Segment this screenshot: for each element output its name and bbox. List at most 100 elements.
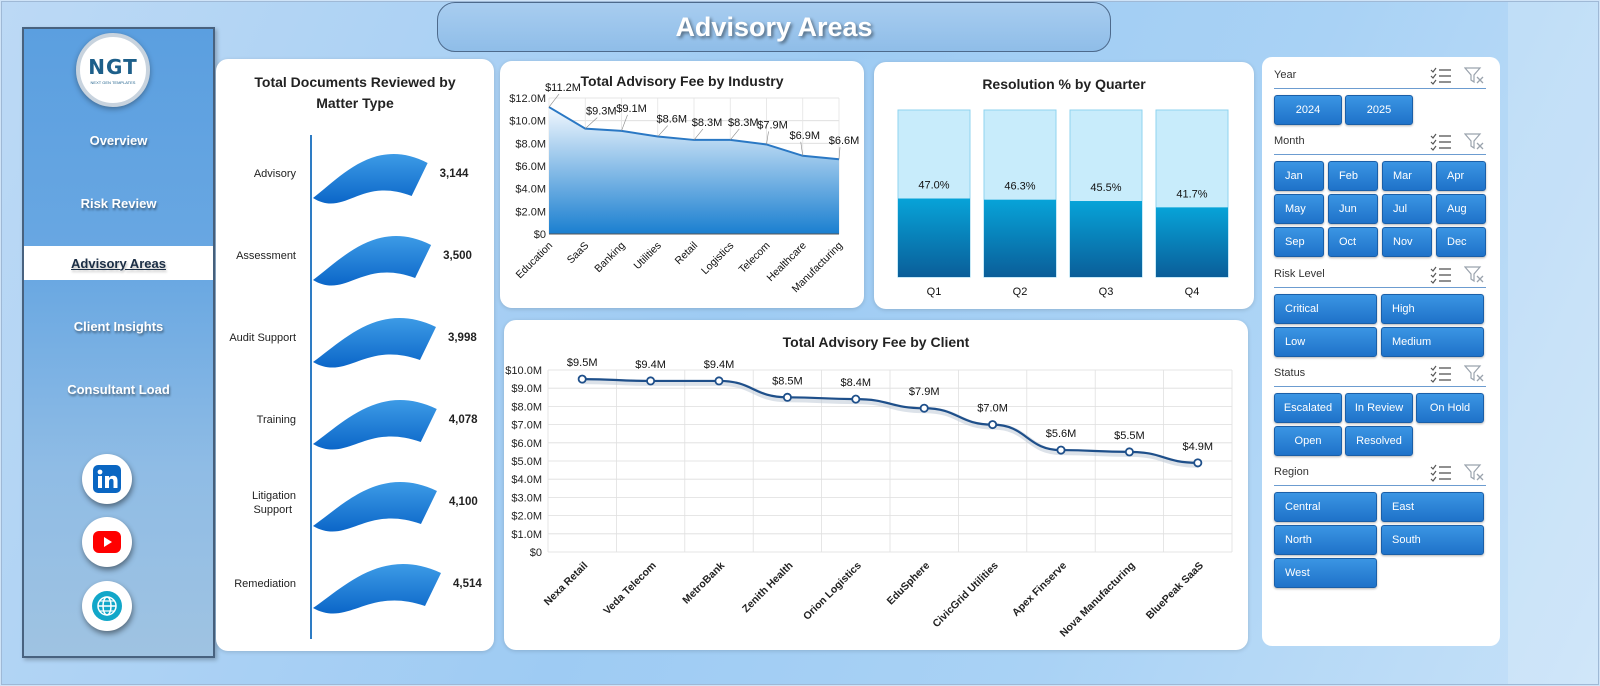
slicer-status-title: Status bbox=[1274, 367, 1306, 379]
quarter-value-label: 41.7% bbox=[1176, 188, 1207, 200]
slicer-month-option[interactable]: Oct bbox=[1328, 227, 1378, 257]
slicer-risk-option[interactable]: High bbox=[1381, 294, 1484, 324]
slicer-risk-option[interactable]: Medium bbox=[1381, 327, 1484, 357]
quarter-card: Resolution % by Quarter 47.0% Q1 46.3% Q2 45… bbox=[874, 62, 1254, 309]
documents-bar bbox=[313, 399, 437, 450]
slicer-month-option[interactable]: Sep bbox=[1274, 227, 1324, 257]
client-ytick-label: $0 bbox=[530, 547, 542, 559]
industry-category-label: Retail bbox=[673, 240, 700, 267]
industry-leader-line bbox=[621, 114, 628, 131]
documents-value-label: 4,078 bbox=[449, 414, 478, 426]
slicer-status-option[interactable]: Open bbox=[1274, 426, 1342, 456]
slicer-month-option[interactable]: Aug bbox=[1436, 194, 1486, 224]
page-title: Advisory Areas bbox=[675, 11, 873, 42]
industry-value-label: $8.6M bbox=[656, 114, 687, 126]
industry-card: Total Advisory Fee by Industry $0 $2.0M $4… bbox=[500, 61, 864, 308]
slicer-region-option[interactable]: South bbox=[1381, 525, 1484, 555]
documents-title-line1: Total Documents Reviewed by bbox=[254, 74, 456, 90]
quarter-bar-fill bbox=[898, 198, 970, 277]
client-category-label: Nexa Retail bbox=[542, 560, 591, 609]
youtube-button[interactable] bbox=[82, 517, 132, 567]
nav-client-insights[interactable]: Client Insights bbox=[24, 309, 213, 343]
client-value-label: $4.9M bbox=[1183, 441, 1214, 453]
documents-category-label: Support bbox=[253, 504, 292, 516]
quarter-bar-fill bbox=[1070, 201, 1142, 277]
multi-select-icon[interactable] bbox=[1430, 365, 1452, 383]
industry-leader-line bbox=[730, 128, 740, 141]
client-point bbox=[646, 376, 656, 386]
documents-category-label: Remediation bbox=[234, 578, 296, 590]
documents-bar bbox=[313, 317, 436, 368]
website-button[interactable] bbox=[82, 581, 132, 631]
industry-leader-line bbox=[800, 141, 804, 156]
slicer-month-option[interactable]: Mar bbox=[1382, 161, 1432, 191]
slicer-month-option[interactable]: Jan bbox=[1274, 161, 1324, 191]
multi-select-icon[interactable] bbox=[1430, 464, 1452, 482]
nav-overview[interactable]: Overview bbox=[24, 123, 213, 157]
slicer-year-option[interactable]: 2025 bbox=[1345, 95, 1413, 125]
slicer-month-option[interactable]: May bbox=[1274, 194, 1324, 224]
industry-chart: $0 $2.0M $4.0M $6.0M $8.0M $10.0M $12.0M$11.2M… bbox=[509, 82, 859, 295]
industry-leader-line bbox=[657, 125, 668, 137]
slicer-region-option[interactable]: East bbox=[1381, 492, 1484, 522]
client-ytick-label: $8.0M bbox=[511, 401, 542, 413]
slicer-status-option[interactable]: On Hold bbox=[1416, 393, 1484, 423]
client-value-label: $9.4M bbox=[635, 359, 666, 371]
slicer-region-option[interactable]: West bbox=[1274, 558, 1377, 588]
slicer-panel: Year 2024 2025 Month Jan Feb Mar Apr May Jun Jul Au… bbox=[1262, 57, 1500, 646]
multi-select-icon[interactable] bbox=[1430, 133, 1452, 151]
client-value-label: $7.0M bbox=[977, 403, 1008, 415]
client-ytick-label: $4.0M bbox=[511, 474, 542, 486]
clear-filter-icon[interactable] bbox=[1464, 464, 1486, 482]
client-category-label: Zenith Health bbox=[740, 560, 796, 616]
slicer-month-option[interactable]: Apr bbox=[1436, 161, 1486, 191]
multi-select-icon[interactable] bbox=[1430, 266, 1452, 284]
clear-filter-icon[interactable] bbox=[1464, 67, 1486, 85]
slicer-status-option[interactable]: In Review bbox=[1345, 393, 1413, 423]
slicer-region-option[interactable]: Central bbox=[1274, 492, 1377, 522]
quarter-value-label: 47.0% bbox=[918, 180, 949, 192]
industry-value-label: $7.9M bbox=[757, 119, 788, 131]
client-point bbox=[1056, 445, 1066, 455]
slicer-risk-option[interactable]: Low bbox=[1274, 327, 1377, 357]
documents-bar bbox=[313, 153, 428, 204]
slicer-divider bbox=[1274, 88, 1486, 89]
multi-select-icon[interactable] bbox=[1430, 67, 1452, 85]
slicer-month-option[interactable]: Jun bbox=[1328, 194, 1378, 224]
documents-category-label: Training bbox=[257, 414, 296, 426]
slicer-risk-title: Risk Level bbox=[1274, 268, 1325, 280]
slicer-status-option[interactable]: Resolved bbox=[1345, 426, 1413, 456]
logo-subtitle: NEXT GEN TEMPLATES bbox=[90, 80, 136, 85]
nav-advisory-areas[interactable]: Advisory Areas bbox=[24, 246, 213, 280]
slicer-status-option[interactable]: Escalated bbox=[1274, 393, 1342, 423]
industry-value-label: $9.1M bbox=[616, 103, 647, 115]
industry-ytick-label: $0 bbox=[534, 229, 546, 241]
nav-consultant-load[interactable]: Consultant Load bbox=[24, 372, 213, 406]
industry-ytick-label: $4.0M bbox=[515, 184, 546, 196]
nav-risk-review[interactable]: Risk Review bbox=[24, 186, 213, 220]
clear-filter-icon[interactable] bbox=[1464, 133, 1486, 151]
client-category-label: EduSphere bbox=[885, 560, 933, 608]
clear-filter-icon[interactable] bbox=[1464, 365, 1486, 383]
logo-mark: NGT bbox=[88, 55, 138, 79]
client-category-label: BluePeak SaaS bbox=[1144, 560, 1206, 622]
documents-value-label: 4,514 bbox=[453, 578, 482, 590]
industry-leader-line bbox=[766, 131, 769, 145]
quarter-category-label: Q4 bbox=[1185, 286, 1200, 298]
documents-category-label: Audit Support bbox=[229, 332, 296, 344]
slicer-year-option[interactable]: 2024 bbox=[1274, 95, 1342, 125]
clear-filter-icon[interactable] bbox=[1464, 266, 1486, 284]
slicer-month-option[interactable]: Dec bbox=[1436, 227, 1486, 257]
slicer-month-option[interactable]: Feb bbox=[1328, 161, 1378, 191]
client-chart-title: Total Advisory Fee by Client bbox=[782, 334, 970, 350]
slicer-region-option[interactable]: North bbox=[1274, 525, 1377, 555]
client-point bbox=[988, 420, 998, 430]
linkedin-button[interactable] bbox=[82, 454, 132, 504]
slicer-risk-option[interactable]: Critical bbox=[1274, 294, 1377, 324]
slicer-month-option[interactable]: Nov bbox=[1382, 227, 1432, 257]
slicer-month-title: Month bbox=[1274, 135, 1305, 147]
industry-value-label: $11.2M bbox=[545, 82, 581, 94]
quarter-chart-title: Resolution % by Quarter bbox=[982, 76, 1146, 92]
quarter-category-label: Q1 bbox=[927, 286, 942, 298]
slicer-month-option[interactable]: Jul bbox=[1382, 194, 1432, 224]
